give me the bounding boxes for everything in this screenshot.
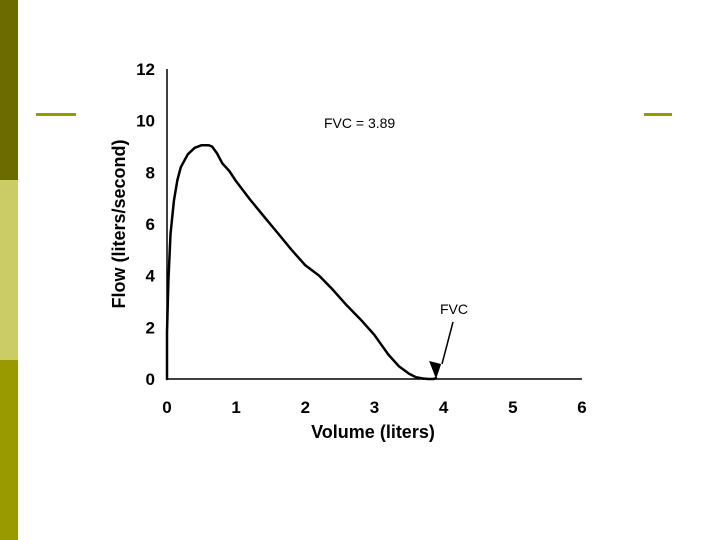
fvc-arrow-label: FVC xyxy=(440,301,468,317)
y-tick-label: 0 xyxy=(146,370,155,389)
x-tick-label: 5 xyxy=(508,398,517,417)
x-tick-label: 1 xyxy=(231,398,240,417)
x-tick-label: 4 xyxy=(439,398,449,417)
x-axis-title: Volume (liters) xyxy=(311,422,435,442)
y-tick-label: 4 xyxy=(146,267,156,286)
y-tick-label: 10 xyxy=(136,112,155,131)
x-tick-label: 2 xyxy=(301,398,310,417)
y-tick-label: 8 xyxy=(146,163,155,182)
y-tick-label: 6 xyxy=(146,215,155,234)
fvc-arrowhead xyxy=(429,361,442,379)
accent-line-left xyxy=(36,113,76,116)
fvc-arrow-shaft xyxy=(441,321,454,365)
y-axis-title: Flow (liters/second) xyxy=(109,139,129,308)
sidebar-decoration xyxy=(0,0,18,540)
sidebar-segment-top xyxy=(0,0,18,180)
x-tick-label: 3 xyxy=(370,398,379,417)
x-tick-label: 0 xyxy=(162,398,171,417)
accent-line-right xyxy=(644,113,672,116)
y-tick-label: 12 xyxy=(136,60,155,79)
sidebar-segment-bottom xyxy=(0,360,18,540)
x-tick-label: 6 xyxy=(577,398,586,417)
y-tick-labels: 0 2 4 6 8 10 12 xyxy=(136,60,155,389)
y-tick-label: 2 xyxy=(146,318,155,337)
x-tick-labels: 0 1 2 3 4 5 6 xyxy=(162,398,586,417)
fvc-value-annotation: FVC = 3.89 xyxy=(324,115,395,131)
sidebar-segment-middle xyxy=(0,180,18,360)
flow-volume-curve xyxy=(165,143,438,381)
